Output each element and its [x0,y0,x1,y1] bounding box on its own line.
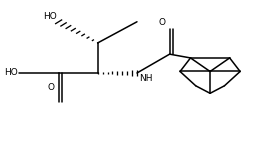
Text: HO: HO [44,12,57,21]
Text: HO: HO [4,69,18,78]
Text: O: O [159,18,166,27]
Text: O: O [48,83,55,92]
Text: NH: NH [140,74,153,83]
